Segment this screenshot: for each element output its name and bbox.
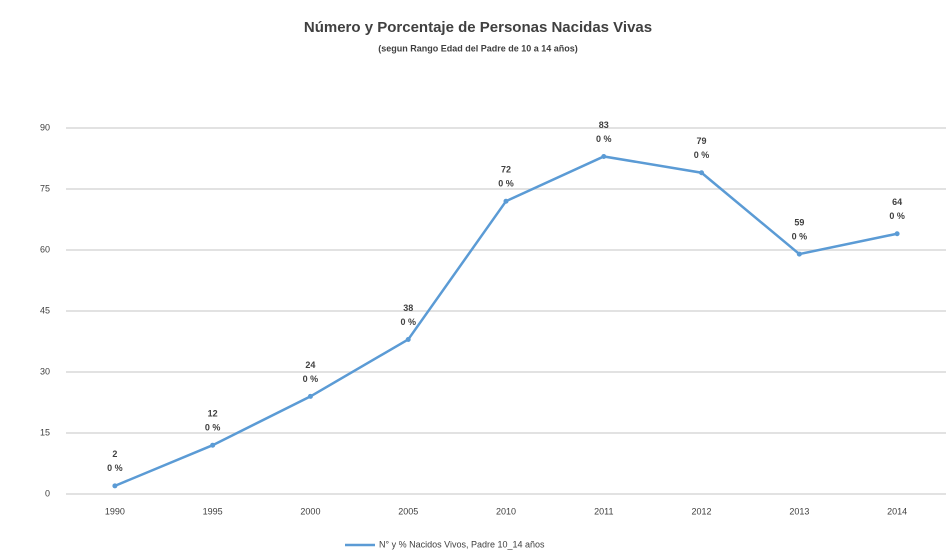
data-label: 79 — [697, 136, 707, 146]
chart-title: Número y Porcentaje de Personas Nacidas … — [304, 19, 652, 36]
data-label-percent: 0 % — [400, 317, 416, 327]
data-label-percent: 0 % — [792, 231, 808, 241]
y-tick-label: 60 — [40, 244, 50, 254]
data-label-percent: 0 % — [107, 463, 123, 473]
data-label-percent: 0 % — [694, 150, 710, 160]
data-point — [894, 231, 900, 237]
data-point — [699, 170, 705, 176]
x-tick-label: 2013 — [789, 506, 809, 516]
y-tick-label: 15 — [40, 427, 50, 437]
y-tick-label: 75 — [40, 183, 50, 193]
data-point — [405, 336, 411, 342]
x-tick-label: 1995 — [203, 506, 223, 516]
data-point — [601, 153, 607, 159]
data-point — [307, 393, 313, 399]
x-tick-label: 2005 — [398, 506, 418, 516]
data-point — [210, 442, 216, 448]
data-label: 12 — [208, 409, 218, 419]
data-point — [796, 251, 802, 257]
data-label: 2 — [112, 449, 117, 459]
x-tick-label: 2014 — [887, 506, 907, 516]
data-label-percent: 0 % — [498, 179, 514, 189]
y-tick-label: 30 — [40, 366, 50, 376]
data-point — [112, 483, 118, 489]
y-tick-label: 45 — [40, 305, 50, 315]
x-tick-label: 2011 — [594, 506, 613, 516]
data-label: 72 — [501, 165, 511, 175]
data-label-percent: 0 % — [205, 423, 221, 433]
y-tick-label: 0 — [45, 488, 50, 498]
x-tick-label: 2012 — [692, 506, 712, 516]
data-label: 59 — [794, 217, 804, 227]
data-label: 64 — [892, 197, 902, 207]
data-label: 38 — [403, 303, 413, 313]
data-label: 83 — [599, 120, 609, 130]
legend-label: N° y % Nacidos Vivos, Padre 10_14 años — [379, 539, 545, 549]
y-tick-label: 90 — [40, 122, 50, 132]
x-tick-label: 1990 — [105, 506, 125, 516]
data-point — [503, 198, 509, 204]
data-label: 24 — [305, 360, 315, 370]
data-label-percent: 0 % — [596, 134, 612, 144]
x-tick-label: 2010 — [496, 506, 516, 516]
chart-subtitle: (segun Rango Edad del Padre de 10 a 14 a… — [378, 43, 578, 53]
x-tick-label: 2000 — [300, 506, 320, 516]
data-label-percent: 0 % — [889, 211, 905, 221]
data-label-percent: 0 % — [303, 374, 319, 384]
data-line — [114, 155, 898, 488]
